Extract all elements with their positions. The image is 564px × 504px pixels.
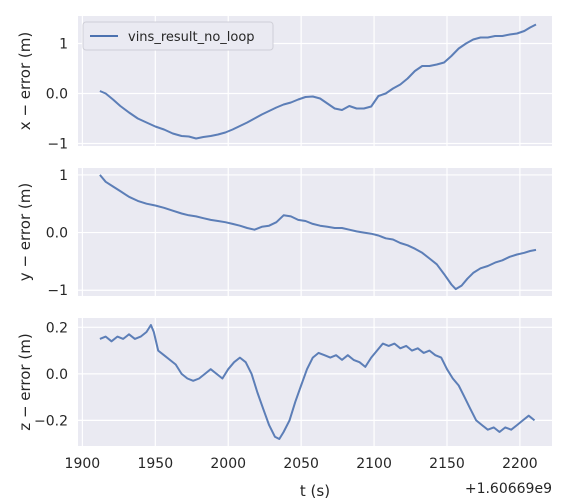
y-tick-label: 1 [59,37,68,53]
series-line [99,23,537,140]
x-tick-label: 2050 [283,456,319,472]
x-tick-label: 1950 [137,456,173,472]
y-tick-label: 0.0 [46,87,68,103]
z-error-panel: 0.2 0.0 −0.2z − error (m) 1900 1950 2000 2050 2… [16,318,552,500]
series-line [99,324,536,440]
y-tick-label: 0.0 [46,367,68,383]
x-tick-label: 2100 [356,456,392,472]
y-axis-label: z − error (m) [16,333,34,430]
legend: vins_result_no_loop [82,21,274,51]
y-tick-label: 0.0 [46,226,68,242]
y-tick-label: 0.2 [46,320,68,336]
x-tick-label: 2000 [210,456,246,472]
x-axis-label: t (s) [300,482,330,500]
plot-area [78,318,552,446]
x-error-panel: 1 0.0 −1 x − error (m) vins_result_no_loop [16,16,552,153]
x-offset-text: +1.60669e9 [465,481,552,497]
series-line [99,174,537,291]
y-axis-label: y − error (m) [16,183,34,281]
legend-label: vins_result_no_loop [128,30,255,45]
x-tick-label: 2200 [502,456,538,472]
legend-box [82,21,274,51]
x-tick-label: 1900 [65,456,101,472]
x-tick-label: 2150 [429,456,465,472]
y-axis-label: x − error (m) [16,32,34,130]
y-tick-label: −0.2 [34,413,68,429]
y-tick-label: 1 [59,168,68,184]
y-error-panel: 1 0.0 −1 y − error (m) [16,168,552,299]
y-tick-label: −1 [47,283,68,299]
y-tick-label: −1 [47,137,68,153]
